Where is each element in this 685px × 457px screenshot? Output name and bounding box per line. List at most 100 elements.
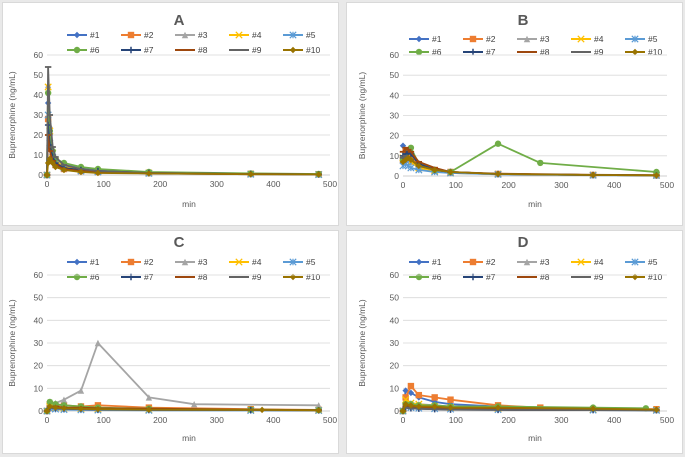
chart-b-legend-item: #2 xyxy=(463,34,496,44)
chart-a-ylabel: Buprenorphine (ng/mL) xyxy=(7,71,17,159)
chart-c-legend-label: #8 xyxy=(198,272,208,282)
chart-d-xtick-label: 0 xyxy=(401,415,406,425)
chart-a-legend-marker xyxy=(73,46,81,54)
chart-a-series-line xyxy=(46,86,319,176)
chart-c-data-point xyxy=(145,406,153,413)
chart-c-legend-label: #1 xyxy=(90,257,100,267)
chart-c-legend-item: #9 xyxy=(229,272,262,282)
chart-b-legend-marker xyxy=(631,35,639,43)
chart-a-legend-item: #2 xyxy=(121,30,154,40)
chart-a-ytick-label: 50 xyxy=(34,70,44,80)
chart-c-ytick-label: 30 xyxy=(34,338,44,348)
chart-c-legend-marker xyxy=(289,258,297,266)
chart-a-legend-label: #4 xyxy=(252,30,262,40)
chart-d-legend-item: #3 xyxy=(517,257,550,267)
chart-d-ytick-label: 50 xyxy=(390,293,400,303)
chart-b-legend-label: #9 xyxy=(594,47,604,57)
chart-a-series-line xyxy=(46,118,319,176)
chart-a-legend-item: #5 xyxy=(283,30,316,40)
chart-b-data-point xyxy=(494,170,502,178)
chart-a-legend-marker xyxy=(127,31,135,39)
chart-d-legend-label: #7 xyxy=(486,272,496,282)
chart-a-legend-label: #9 xyxy=(252,45,262,55)
chart-c-legend-item: #1 xyxy=(67,257,100,267)
chart-c-legend-label: #9 xyxy=(252,272,262,282)
chart-d-ytick-label: 0 xyxy=(394,406,399,416)
chart-d-data-point xyxy=(494,404,502,411)
chart-a-legend-item: #8 xyxy=(175,45,208,55)
chart-c-legend-label: #2 xyxy=(144,257,154,267)
chart-b-xtick-label: 100 xyxy=(449,180,463,190)
chart-d-data-point xyxy=(447,396,454,403)
chart-a-data-point xyxy=(94,169,102,177)
chart-c-legend-item: #8 xyxy=(175,272,208,282)
chart-b-legend-label: #2 xyxy=(486,34,496,44)
chart-d-legend-label: #10 xyxy=(648,272,662,282)
chart-c-xtick-label: 500 xyxy=(323,415,337,425)
chart-a-svg: A #1 #2 #3 #4 #5 #6 #7 #8 #9 #10 0 10 20 30 40 50 60 0 100 2… xyxy=(7,12,337,209)
chart-a-series-line xyxy=(46,92,319,176)
chart-d-data-point xyxy=(415,391,423,399)
chart-c-xtick-label: 0 xyxy=(45,415,50,425)
chart-d-legend-label: #8 xyxy=(540,272,550,282)
chart-d-legend-marker xyxy=(577,258,585,266)
chart-a-series-10 xyxy=(43,155,322,179)
chart-c-ytick-label: 20 xyxy=(34,361,44,371)
chart-a-legend-item: #7 xyxy=(121,45,154,55)
chart-d-data-point xyxy=(402,401,409,408)
chart-a-data-point xyxy=(60,166,68,174)
chart-b-legend-marker xyxy=(415,35,423,43)
chart-c-data-point xyxy=(258,406,266,414)
chart-b-xtick-label: 0 xyxy=(401,180,406,190)
chart-a-ytick-label: 10 xyxy=(34,150,44,160)
chart-a-legend-item: #3 xyxy=(175,30,208,40)
chart-b-ytick-label: 30 xyxy=(390,111,400,121)
chart-c-xlabel: min xyxy=(182,433,196,443)
chart-b-legend-marker xyxy=(631,48,639,56)
chart-b-legend-label: #4 xyxy=(594,34,604,44)
chart-d-legend-label: #9 xyxy=(594,272,604,282)
chart-c-data-point xyxy=(52,404,59,411)
chart-c-data-point xyxy=(77,387,85,394)
chart-b-data-point xyxy=(431,166,438,174)
chart-c-legend-item: #4 xyxy=(229,257,262,267)
chart-d-legend-item: #1 xyxy=(409,257,442,267)
chart-d-legend-label: #5 xyxy=(648,257,658,267)
chart-c-ytick-label: 10 xyxy=(34,383,44,393)
chart-b-xtick-label: 300 xyxy=(554,180,568,190)
chart-d-xlabel: min xyxy=(528,433,542,443)
chart-b-data-point xyxy=(407,156,415,164)
chart-b-legend-item: #6 xyxy=(409,47,442,57)
chart-d-data-point xyxy=(407,402,415,409)
chart-a-legend-label: #8 xyxy=(198,45,208,55)
chart-b-legend-label: #8 xyxy=(540,47,550,57)
chart-c-legend-item: #10 xyxy=(283,272,320,282)
chart-b-legend-item: #4 xyxy=(571,34,604,44)
chart-c-data-point xyxy=(315,407,322,414)
chart-b-legend-item: #1 xyxy=(409,34,442,44)
chart-b-legend-item: #3 xyxy=(517,34,550,44)
chart-b-legend-item: #5 xyxy=(625,34,658,44)
chart-a-data-point xyxy=(315,171,322,178)
chart-a-xtick-label: 500 xyxy=(323,179,337,189)
chart-a-data-point xyxy=(49,159,56,167)
chart-b-legend-item: #7 xyxy=(463,47,496,57)
chart-c-legend-item: #7 xyxy=(121,272,154,282)
chart-b-legend-marker xyxy=(523,35,531,43)
chart-a-legend-item: #4 xyxy=(229,30,262,40)
chart-b-legend-label: #3 xyxy=(540,34,550,44)
chart-c-ylabel: Buprenorphine (ng/mL) xyxy=(7,299,17,387)
chart-c-xtick-label: 100 xyxy=(97,415,111,425)
chart-d-ylabel: Buprenorphine (ng/mL) xyxy=(357,299,367,387)
chart-d-legend-label: #4 xyxy=(594,257,604,267)
chart-c-series-line xyxy=(46,342,319,412)
chart-d-legend-marker xyxy=(631,258,639,266)
chart-b-data-point xyxy=(537,159,544,167)
chart-a-legend-marker xyxy=(181,31,189,39)
chart-b-ylabel: Buprenorphine (ng/mL) xyxy=(357,72,367,160)
chart-b-ytick-label: 10 xyxy=(390,151,400,161)
chart-c-data-point xyxy=(77,405,85,412)
chart-a-ytick-label: 30 xyxy=(34,110,44,120)
chart-a-ytick-label: 20 xyxy=(34,130,44,140)
chart-a-series-line xyxy=(46,84,319,176)
